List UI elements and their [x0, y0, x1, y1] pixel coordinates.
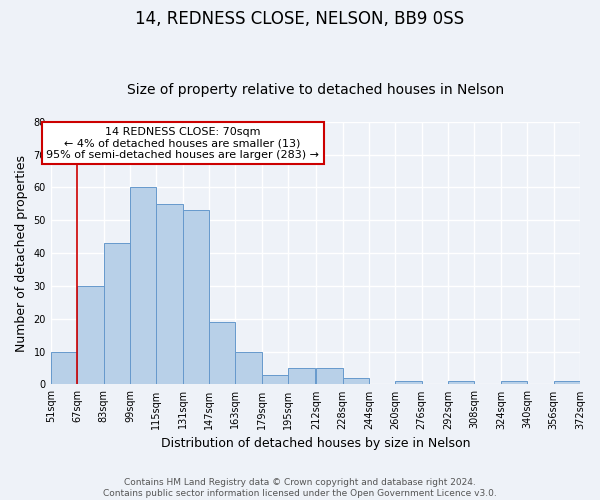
- Bar: [157, 204, 182, 384]
- Bar: [343, 378, 369, 384]
- Bar: [288, 368, 314, 384]
- Text: Contains HM Land Registry data © Crown copyright and database right 2024.
Contai: Contains HM Land Registry data © Crown c…: [103, 478, 497, 498]
- Bar: [51, 352, 77, 384]
- Bar: [104, 244, 130, 384]
- Bar: [77, 286, 104, 384]
- Bar: [209, 322, 235, 384]
- Bar: [554, 381, 580, 384]
- Bar: [262, 374, 288, 384]
- Bar: [182, 210, 209, 384]
- Text: 14, REDNESS CLOSE, NELSON, BB9 0SS: 14, REDNESS CLOSE, NELSON, BB9 0SS: [136, 10, 464, 28]
- Text: 14 REDNESS CLOSE: 70sqm
← 4% of detached houses are smaller (13)
95% of semi-det: 14 REDNESS CLOSE: 70sqm ← 4% of detached…: [46, 126, 319, 160]
- Bar: [395, 381, 422, 384]
- Bar: [235, 352, 262, 384]
- Bar: [316, 368, 343, 384]
- Bar: [501, 381, 527, 384]
- Title: Size of property relative to detached houses in Nelson: Size of property relative to detached ho…: [127, 83, 504, 97]
- Bar: [130, 188, 157, 384]
- X-axis label: Distribution of detached houses by size in Nelson: Distribution of detached houses by size …: [161, 437, 470, 450]
- Bar: [448, 381, 475, 384]
- Y-axis label: Number of detached properties: Number of detached properties: [15, 154, 28, 352]
